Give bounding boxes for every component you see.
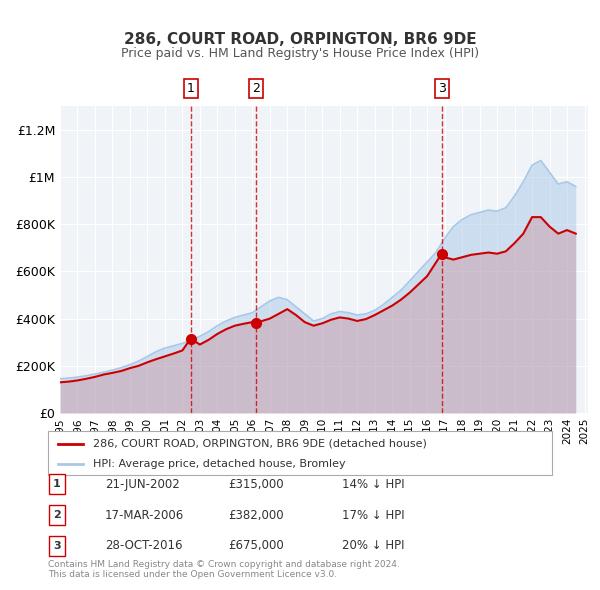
Text: 1: 1 [53, 480, 61, 489]
Text: 20% ↓ HPI: 20% ↓ HPI [342, 539, 404, 552]
Text: Contains HM Land Registry data © Crown copyright and database right 2024.
This d: Contains HM Land Registry data © Crown c… [48, 560, 400, 579]
FancyBboxPatch shape [49, 505, 65, 525]
Text: 1: 1 [187, 82, 194, 95]
Text: £382,000: £382,000 [228, 509, 284, 522]
Text: 3: 3 [53, 541, 61, 550]
Text: 2: 2 [252, 82, 260, 95]
FancyBboxPatch shape [49, 474, 65, 494]
Text: £675,000: £675,000 [228, 539, 284, 552]
FancyBboxPatch shape [49, 536, 65, 556]
Text: 3: 3 [438, 82, 446, 95]
Text: HPI: Average price, detached house, Bromley: HPI: Average price, detached house, Brom… [94, 459, 346, 469]
Text: Price paid vs. HM Land Registry's House Price Index (HPI): Price paid vs. HM Land Registry's House … [121, 47, 479, 60]
Text: 286, COURT ROAD, ORPINGTON, BR6 9DE (detached house): 286, COURT ROAD, ORPINGTON, BR6 9DE (det… [94, 439, 427, 449]
Text: £315,000: £315,000 [228, 478, 284, 491]
Text: 2: 2 [53, 510, 61, 520]
Text: 28-OCT-2016: 28-OCT-2016 [105, 539, 182, 552]
Text: 286, COURT ROAD, ORPINGTON, BR6 9DE: 286, COURT ROAD, ORPINGTON, BR6 9DE [124, 32, 476, 47]
Text: 17% ↓ HPI: 17% ↓ HPI [342, 509, 404, 522]
FancyBboxPatch shape [48, 431, 552, 475]
Text: 14% ↓ HPI: 14% ↓ HPI [342, 478, 404, 491]
Text: 21-JUN-2002: 21-JUN-2002 [105, 478, 180, 491]
Text: 17-MAR-2006: 17-MAR-2006 [105, 509, 184, 522]
